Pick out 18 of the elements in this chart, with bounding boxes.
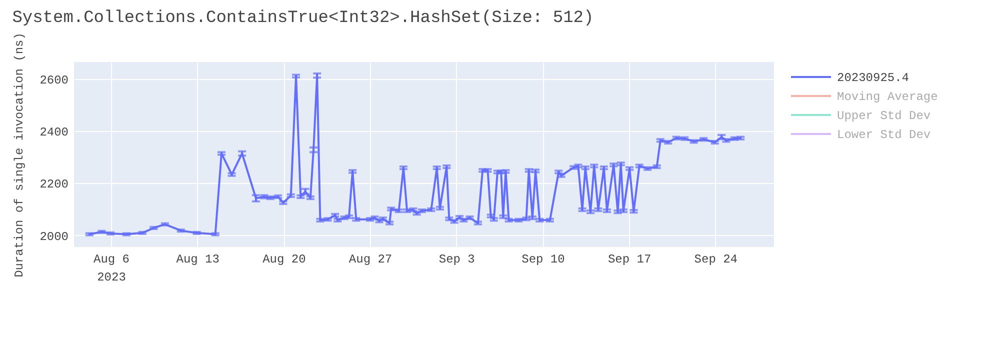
legend-label: Lower Std Dev — [837, 128, 931, 142]
x-tick-label: Aug 27 — [348, 252, 392, 266]
y-tick-label: 2000 — [40, 230, 68, 244]
legend-label: Moving Average — [837, 90, 938, 104]
y-tick-label: 2200 — [40, 178, 68, 192]
x-tick-label: Sep 3 — [438, 252, 475, 266]
x-tick-label: Aug 20 — [262, 252, 306, 266]
x-tick-label: Sep 17 — [608, 252, 652, 266]
x-tick-label: Sep 10 — [522, 252, 565, 266]
x-tick-label: Sep 24 — [694, 252, 738, 266]
legend-label: Upper Std Dev — [837, 109, 931, 123]
y-tick-label: 2600 — [40, 73, 68, 88]
x-tick-label: Aug 13 — [176, 252, 220, 266]
y-axis-title: Duration of single invocation (ns) — [12, 32, 27, 278]
y-tick-label: 2400 — [40, 126, 68, 140]
chart-title: System.Collections.ContainsTrue<Int32>.HashSet(Size: 512) — [12, 9, 594, 28]
legend-label: 20230925.4 — [837, 71, 910, 85]
x-tick-label: Aug 6 2023 — [93, 252, 130, 284]
